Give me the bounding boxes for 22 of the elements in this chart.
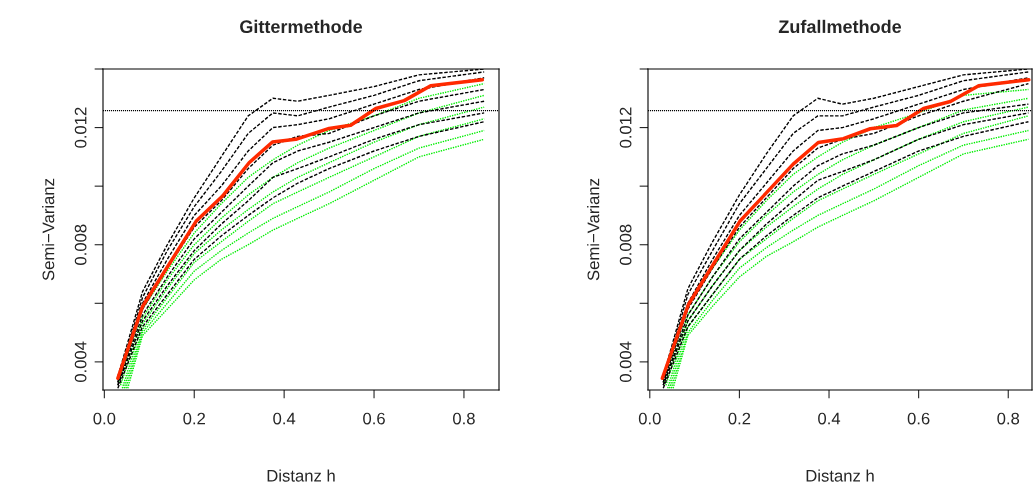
y-tick-label: 0.004 [74, 341, 87, 383]
y-tick-label: 0.004 [619, 341, 632, 383]
y-axis-title: Semi−Varianz [587, 178, 600, 281]
x-tick-label: 0.6 [907, 412, 930, 425]
x-tick-label: 0.2 [728, 412, 751, 425]
chart-title: Gittermethode [240, 19, 363, 34]
y-tick-label: 0.012 [74, 107, 87, 148]
x-tick-label: 0.4 [273, 412, 296, 425]
y-tick-label: 0.008 [74, 224, 87, 265]
x-axis-title: Distanz h [806, 469, 874, 482]
x-tick-label: 0.0 [638, 412, 661, 425]
x-tick-label: 0.4 [818, 412, 841, 425]
x-tick-label: 0.0 [93, 412, 116, 425]
chart-title: Zufallmethode [778, 19, 902, 34]
y-axis-title: Semi−Varianz [42, 178, 55, 281]
x-tick-label: 0.8 [453, 412, 475, 425]
x-tick-label: 0.6 [363, 412, 385, 425]
y-tick-label: 0.012 [619, 107, 632, 148]
x-tick-label: 0.8 [997, 412, 1020, 425]
x-axis-title: Distanz h [267, 469, 335, 482]
x-tick-label: 0.2 [183, 412, 205, 425]
y-tick-label: 0.008 [619, 224, 632, 265]
